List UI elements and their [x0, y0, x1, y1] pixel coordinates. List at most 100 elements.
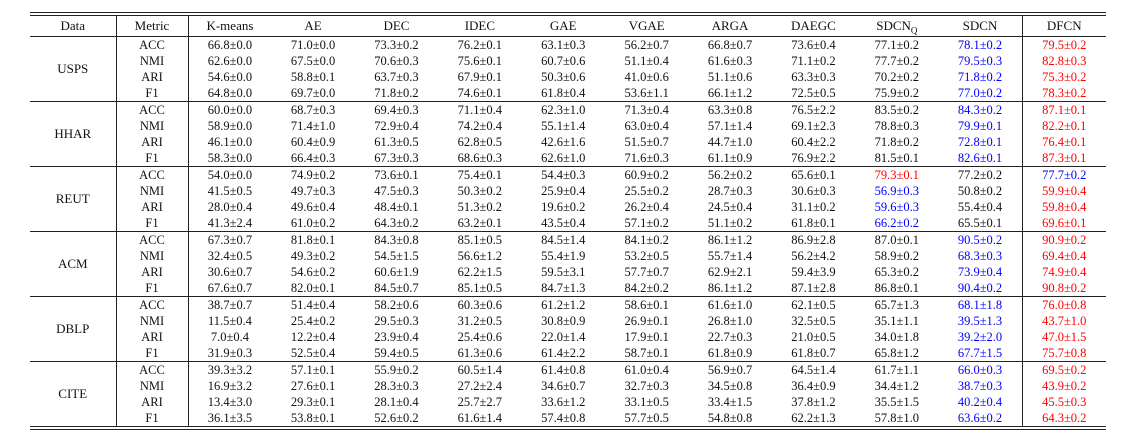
value-cell: 82.2±0.1 [1021, 118, 1106, 134]
value-cell: 32.7±0.3 [624, 379, 669, 393]
value-cell: 38.7±0.7 [188, 296, 272, 313]
table-row-dblp-nmi: NMI 11.5±0.4 25.4±0.2 29.5±0.3 31.2±0.5 30.8±… [30, 313, 1106, 329]
value-cell: 49.6±0.4 [290, 200, 336, 214]
value-cell: 45.5±0.3 [1021, 394, 1106, 410]
value-cell: 23.9±0.4 [374, 330, 419, 344]
value-cell: 28.3±0.3 [374, 379, 419, 393]
value-cell: 73.3±0.2 [354, 36, 439, 53]
header-subscript: Q [910, 25, 918, 36]
value-cell: 61.4±0.8 [521, 361, 605, 378]
value-cell: 49.7±0.3 [290, 184, 336, 198]
value-cell: 60.7±0.6 [541, 54, 586, 68]
value-cell: 77.1±0.2 [855, 36, 939, 53]
value-cell: 75.9±0.2 [874, 86, 919, 100]
metric-cell: NMI [116, 248, 189, 264]
value-cell: 61.0±0.4 [604, 361, 689, 378]
value-cell: 76.9±2.2 [791, 151, 836, 165]
value-cell: 33.1±0.5 [624, 395, 669, 409]
value-cell: 58.2±0.6 [354, 296, 439, 313]
value-cell: 71.1±0.4 [438, 101, 522, 118]
value-cell: 37.8±1.2 [791, 395, 836, 409]
value-cell: 77.7±0.2 [1021, 166, 1106, 183]
value-cell: 61.4±2.2 [541, 346, 586, 360]
value-cell: 67.6±0.7 [207, 281, 253, 295]
value-cell: 58.6±0.1 [604, 296, 689, 313]
metric-cell: ARI [116, 329, 189, 345]
dataset-cell-cite: CITE [30, 361, 117, 427]
value-cell: 83.5±0.2 [855, 101, 939, 118]
value-cell: 57.1±0.1 [271, 361, 355, 378]
table-row-acm-nmi: NMI 32.4±0.5 49.3±0.2 54.5±1.5 56.6±1.2 55.4±… [30, 248, 1106, 264]
value-cell: 66.8±0.0 [188, 36, 272, 53]
value-cell: 61.8±0.1 [791, 216, 836, 230]
value-cell: 67.7±1.5 [957, 346, 1003, 360]
value-cell: 43.5±0.4 [541, 216, 586, 230]
value-cell: 21.0±0.5 [791, 330, 836, 344]
metric-cell: ARI [116, 199, 189, 215]
value-cell: 52.6±0.2 [374, 411, 419, 425]
value-cell: 77.0±0.2 [957, 86, 1003, 100]
value-cell: 75.3±0.2 [1021, 69, 1106, 85]
table-row-hhar-nmi: NMI 58.9±0.0 71.4±1.0 72.9±0.4 74.2±0.4 55.1±… [30, 118, 1106, 134]
value-cell: 22.7±0.3 [707, 330, 753, 344]
metric-cell: F1 [116, 150, 189, 167]
value-cell: 85.1±0.5 [438, 231, 522, 248]
value-cell: 61.6±1.4 [457, 411, 503, 425]
value-cell: 71.3±0.4 [604, 101, 689, 118]
header-cell-arga: ARGA [688, 15, 772, 37]
table-row-dblp-f1: F1 31.9±0.3 52.5±0.4 59.4±0.5 61.3±0.6 61.4±2… [30, 345, 1106, 362]
dataset-cell-usps: USPS [30, 36, 117, 102]
value-cell: 13.4±3.0 [207, 395, 253, 409]
value-cell: 87.3±0.1 [1021, 150, 1106, 167]
value-cell: 90.5±0.2 [938, 231, 1022, 248]
value-cell: 81.5±0.1 [874, 151, 919, 165]
value-cell: 31.1±0.2 [791, 200, 836, 214]
metric-cell: NMI [116, 313, 189, 329]
value-cell: 56.9±0.3 [874, 184, 919, 198]
header-row: Data Metric K-means AE DEC IDEC GAE VGAE ARGA DAE… [30, 15, 1106, 37]
value-cell: 82.6±0.1 [957, 151, 1003, 165]
metric-cell: ARI [116, 264, 189, 280]
value-cell: 63.3±0.8 [688, 101, 772, 118]
table-row-reut-ari: ARI 28.0±0.4 49.6±0.4 48.4±0.1 51.3±0.2 19.6±… [30, 199, 1106, 215]
value-cell: 74.6±0.1 [457, 86, 503, 100]
value-cell: 33.4±1.5 [707, 395, 753, 409]
value-cell: 86.9±2.8 [771, 231, 856, 248]
header-cell-ae: AE [271, 15, 355, 37]
value-cell: 26.8±1.0 [707, 314, 753, 328]
dataset-cell-dblp: DBLP [30, 296, 117, 362]
value-cell: 27.6±0.1 [290, 379, 336, 393]
value-cell: 55.1±1.4 [541, 119, 586, 133]
value-cell: 16.9±3.2 [207, 379, 253, 393]
table-header: Data Metric K-means AE DEC IDEC GAE VGAE ARGA DAE… [30, 15, 1106, 37]
value-cell: 43.9±0.2 [1021, 378, 1106, 394]
value-cell: 71.6±0.3 [624, 151, 669, 165]
value-cell: 90.9±0.2 [1021, 231, 1106, 248]
value-cell: 58.9±0.2 [874, 249, 919, 263]
value-cell: 64.5±1.4 [771, 361, 856, 378]
value-cell: 57.7±0.5 [624, 411, 669, 425]
value-cell: 49.3±0.2 [290, 249, 336, 263]
value-cell: 84.5±1.4 [521, 231, 605, 248]
value-cell: 69.1±2.3 [791, 119, 836, 133]
value-cell: 36.1±3.5 [207, 411, 253, 425]
value-cell: 34.5±0.8 [707, 379, 753, 393]
value-cell: 79.5±0.3 [957, 54, 1003, 68]
value-cell: 75.6±0.1 [457, 54, 503, 68]
value-cell: 26.2±0.4 [624, 200, 669, 214]
value-cell: 74.9±0.2 [271, 166, 355, 183]
value-cell: 61.8±0.7 [791, 346, 836, 360]
value-cell: 47.0±1.5 [1021, 329, 1106, 345]
value-cell: 29.3±0.1 [290, 395, 336, 409]
metric-cell: ARI [116, 394, 189, 410]
value-cell: 68.6±0.3 [457, 151, 503, 165]
value-cell: 82.8±0.3 [1021, 53, 1106, 69]
value-cell: 63.3±0.3 [791, 70, 836, 84]
table-row-hhar-ari: ARI 46.1±0.0 60.4±0.9 61.3±0.5 62.8±0.5 42.6±… [30, 134, 1106, 150]
metric-cell: ACC [116, 296, 189, 313]
value-cell: 72.5±0.5 [791, 86, 836, 100]
value-cell: 66.8±0.7 [688, 36, 772, 53]
value-cell: 63.1±0.3 [521, 36, 605, 53]
value-cell: 86.1±1.2 [688, 231, 772, 248]
header-cell-gae: GAE [521, 15, 605, 37]
